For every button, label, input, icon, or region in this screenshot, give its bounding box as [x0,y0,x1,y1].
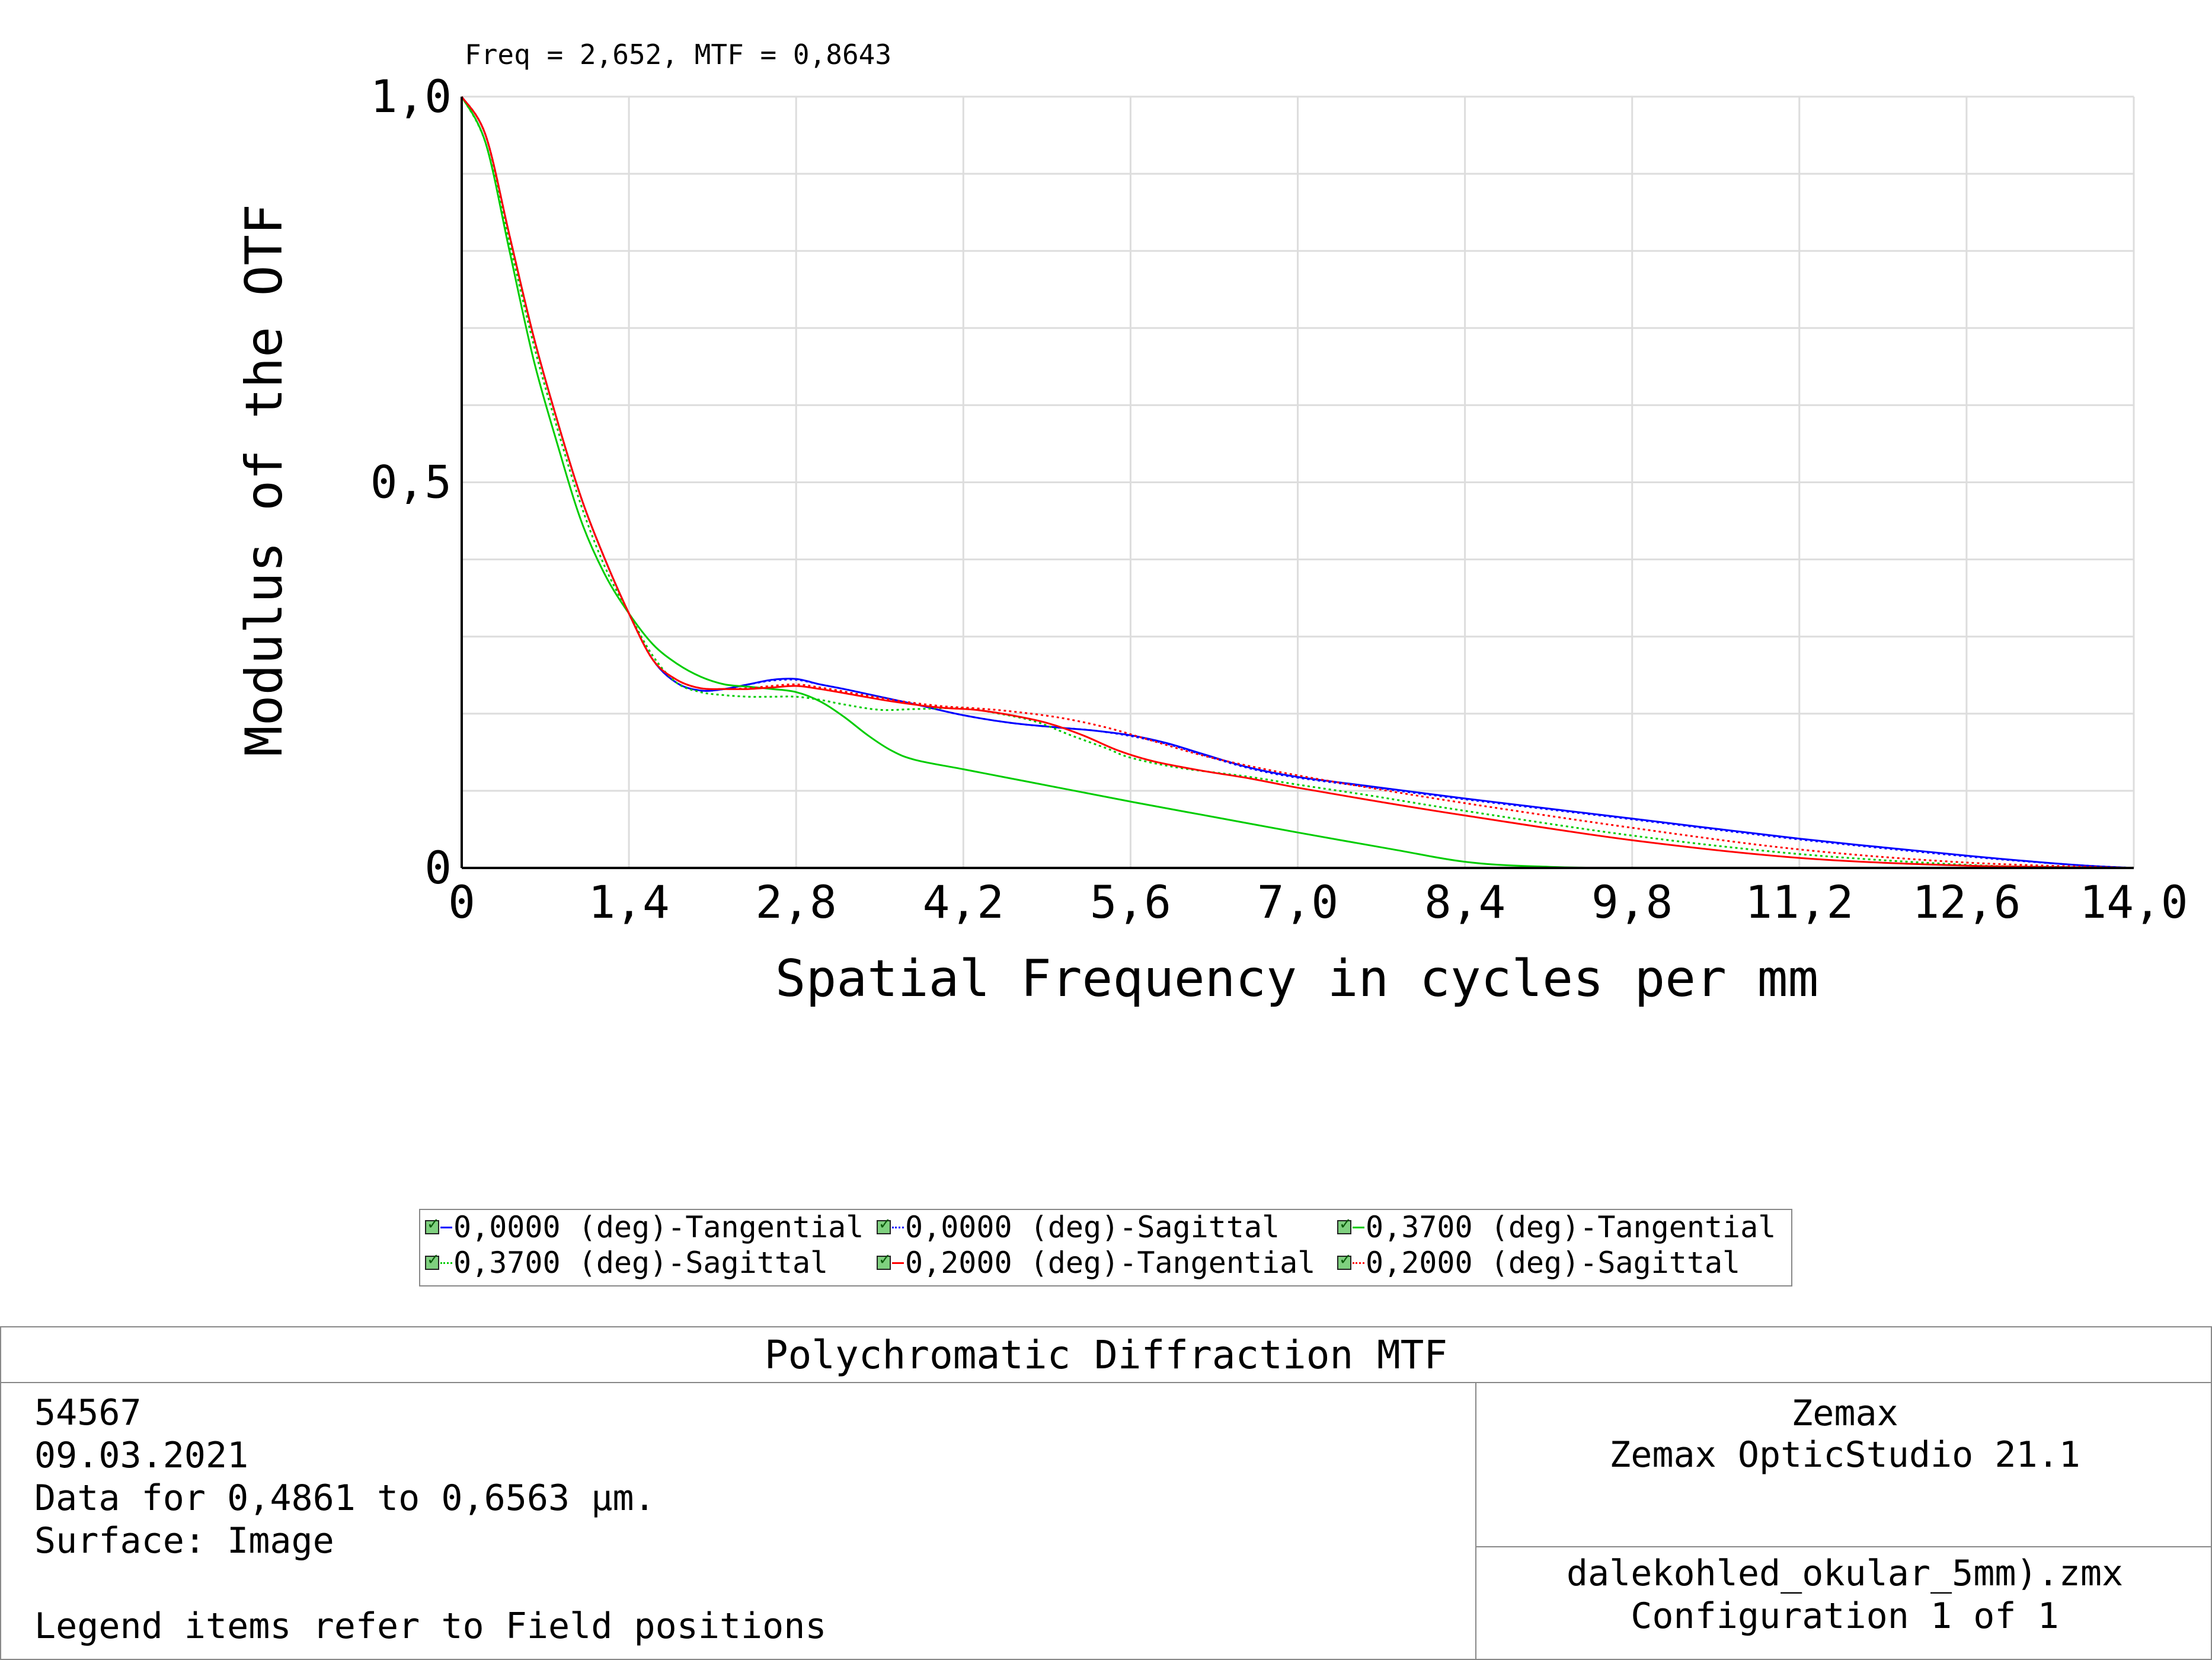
mtf-curves [461,96,2134,869]
configuration: Configuration 1 of 1 [1631,1595,2059,1637]
legend-swatch [440,1262,452,1264]
info-line: Legend items refer to Field positions [34,1605,827,1647]
x-tick-label: 7,0 [1257,876,1338,928]
product-name: Zemax OpticStudio 21.1 [1609,1434,2080,1476]
x-tick-label: 8,4 [1424,876,1505,928]
x-tick-label: 14,0 [2079,876,2188,928]
info-line: 09.03.2021 [34,1435,249,1476]
legend-swatch [1353,1262,1364,1264]
file-block: dalekohled_okular_5mm).zmx Configuration… [1476,1547,2212,1637]
checkbox-icon[interactable] [425,1215,440,1234]
x-tick-label: 0 [448,876,475,928]
x-tick-label: 12,6 [1912,876,2021,928]
x-tick-label: 9,8 [1591,876,1673,928]
legend-swatch [1353,1226,1364,1228]
axes [461,97,2134,869]
series-line-2 [461,96,2134,869]
x-tick-label: 1,4 [588,876,669,928]
y-tick-label: 0 [424,841,452,894]
y-axis-label: Modulus of the OTF [235,204,294,756]
x-tick-label: 2,8 [756,876,837,928]
info-right-panel: Zemax Zemax OpticStudio 21.1 dalekohled_… [1475,1383,2212,1660]
legend-item[interactable]: 0,3700 (deg)-Tangential [1337,1210,1776,1244]
info-line: Surface: Image [34,1520,334,1562]
cursor-readout: Freq = 2,652, MTF = 0,8643 [465,39,891,71]
legend-swatch [440,1226,452,1228]
x-axis-label: Spatial Frequency in cycles per mm [775,949,1818,1008]
legend-label: 0,2000 (deg)-Tangential [905,1246,1316,1280]
legend-item[interactable]: 0,2000 (deg)-Sagittal [1337,1246,1740,1280]
checkbox-icon[interactable] [1337,1215,1352,1234]
legend-item[interactable]: 0,0000 (deg)-Tangential [425,1210,864,1244]
info-box: Polychromatic Diffraction MTF 54567 09.0… [0,1326,2212,1660]
info-details: 54567 09.03.2021 Data for 0,4861 to 0,65… [34,1391,827,1648]
tick-labels: 0 1,4 2,8 4,2 5,6 7,0 8,4 9,8 11,2 12,6 14,0 0 0,5 1,… [370,70,2188,928]
checkbox-icon[interactable] [1337,1251,1352,1270]
file-name: dalekohled_okular_5mm).zmx [1566,1553,2124,1594]
legend-label: 0,0000 (deg)-Tangential [453,1210,864,1244]
company-name: Zemax [1791,1393,1898,1434]
x-tick-label: 4,2 [923,876,1004,928]
legend-label: 0,2000 (deg)-Sagittal [1366,1246,1741,1280]
grid-lines [461,95,2135,868]
legend-label: 0,3700 (deg)-Tangential [1366,1210,1776,1244]
checkbox-icon[interactable] [877,1251,891,1270]
info-line: Data for 0,4861 to 0,6563 µm. [34,1477,656,1519]
legend-item[interactable]: 0,2000 (deg)-Tangential [877,1246,1315,1280]
legend-item[interactable]: 0,0000 (deg)-Sagittal [877,1210,1280,1244]
analysis-title: Polychromatic Diffraction MTF [1,1327,2211,1383]
mtf-chart: 0 1,4 2,8 4,2 5,6 7,0 8,4 9,8 11,2 12,6 14,0 0 0,5 1,… [235,39,2188,1008]
x-tick-label: 11,2 [1745,876,1853,928]
checkbox-icon[interactable] [877,1215,891,1234]
legend-item[interactable]: 0,3700 (deg)-Sagittal [425,1246,828,1280]
info-line [34,1562,827,1605]
y-tick-label: 1,0 [370,70,452,123]
checkbox-icon[interactable] [425,1251,440,1270]
y-tick-label: 0,5 [370,456,452,509]
legend: 0,0000 (deg)-Tangential 0,0000 (deg)-Sagi… [419,1209,1792,1286]
company-block: Zemax Zemax OpticStudio 21.1 [1476,1383,2212,1547]
legend-label: 0,3700 (deg)-Sagittal [453,1246,829,1280]
series-line-6 [461,96,2134,869]
legend-swatch [892,1226,904,1228]
info-line: 54567 [34,1392,142,1434]
legend-label: 0,0000 (deg)-Sagittal [905,1210,1280,1244]
x-tick-label: 5,6 [1090,876,1171,928]
legend-swatch [892,1262,904,1264]
series-line-3 [461,96,2134,869]
